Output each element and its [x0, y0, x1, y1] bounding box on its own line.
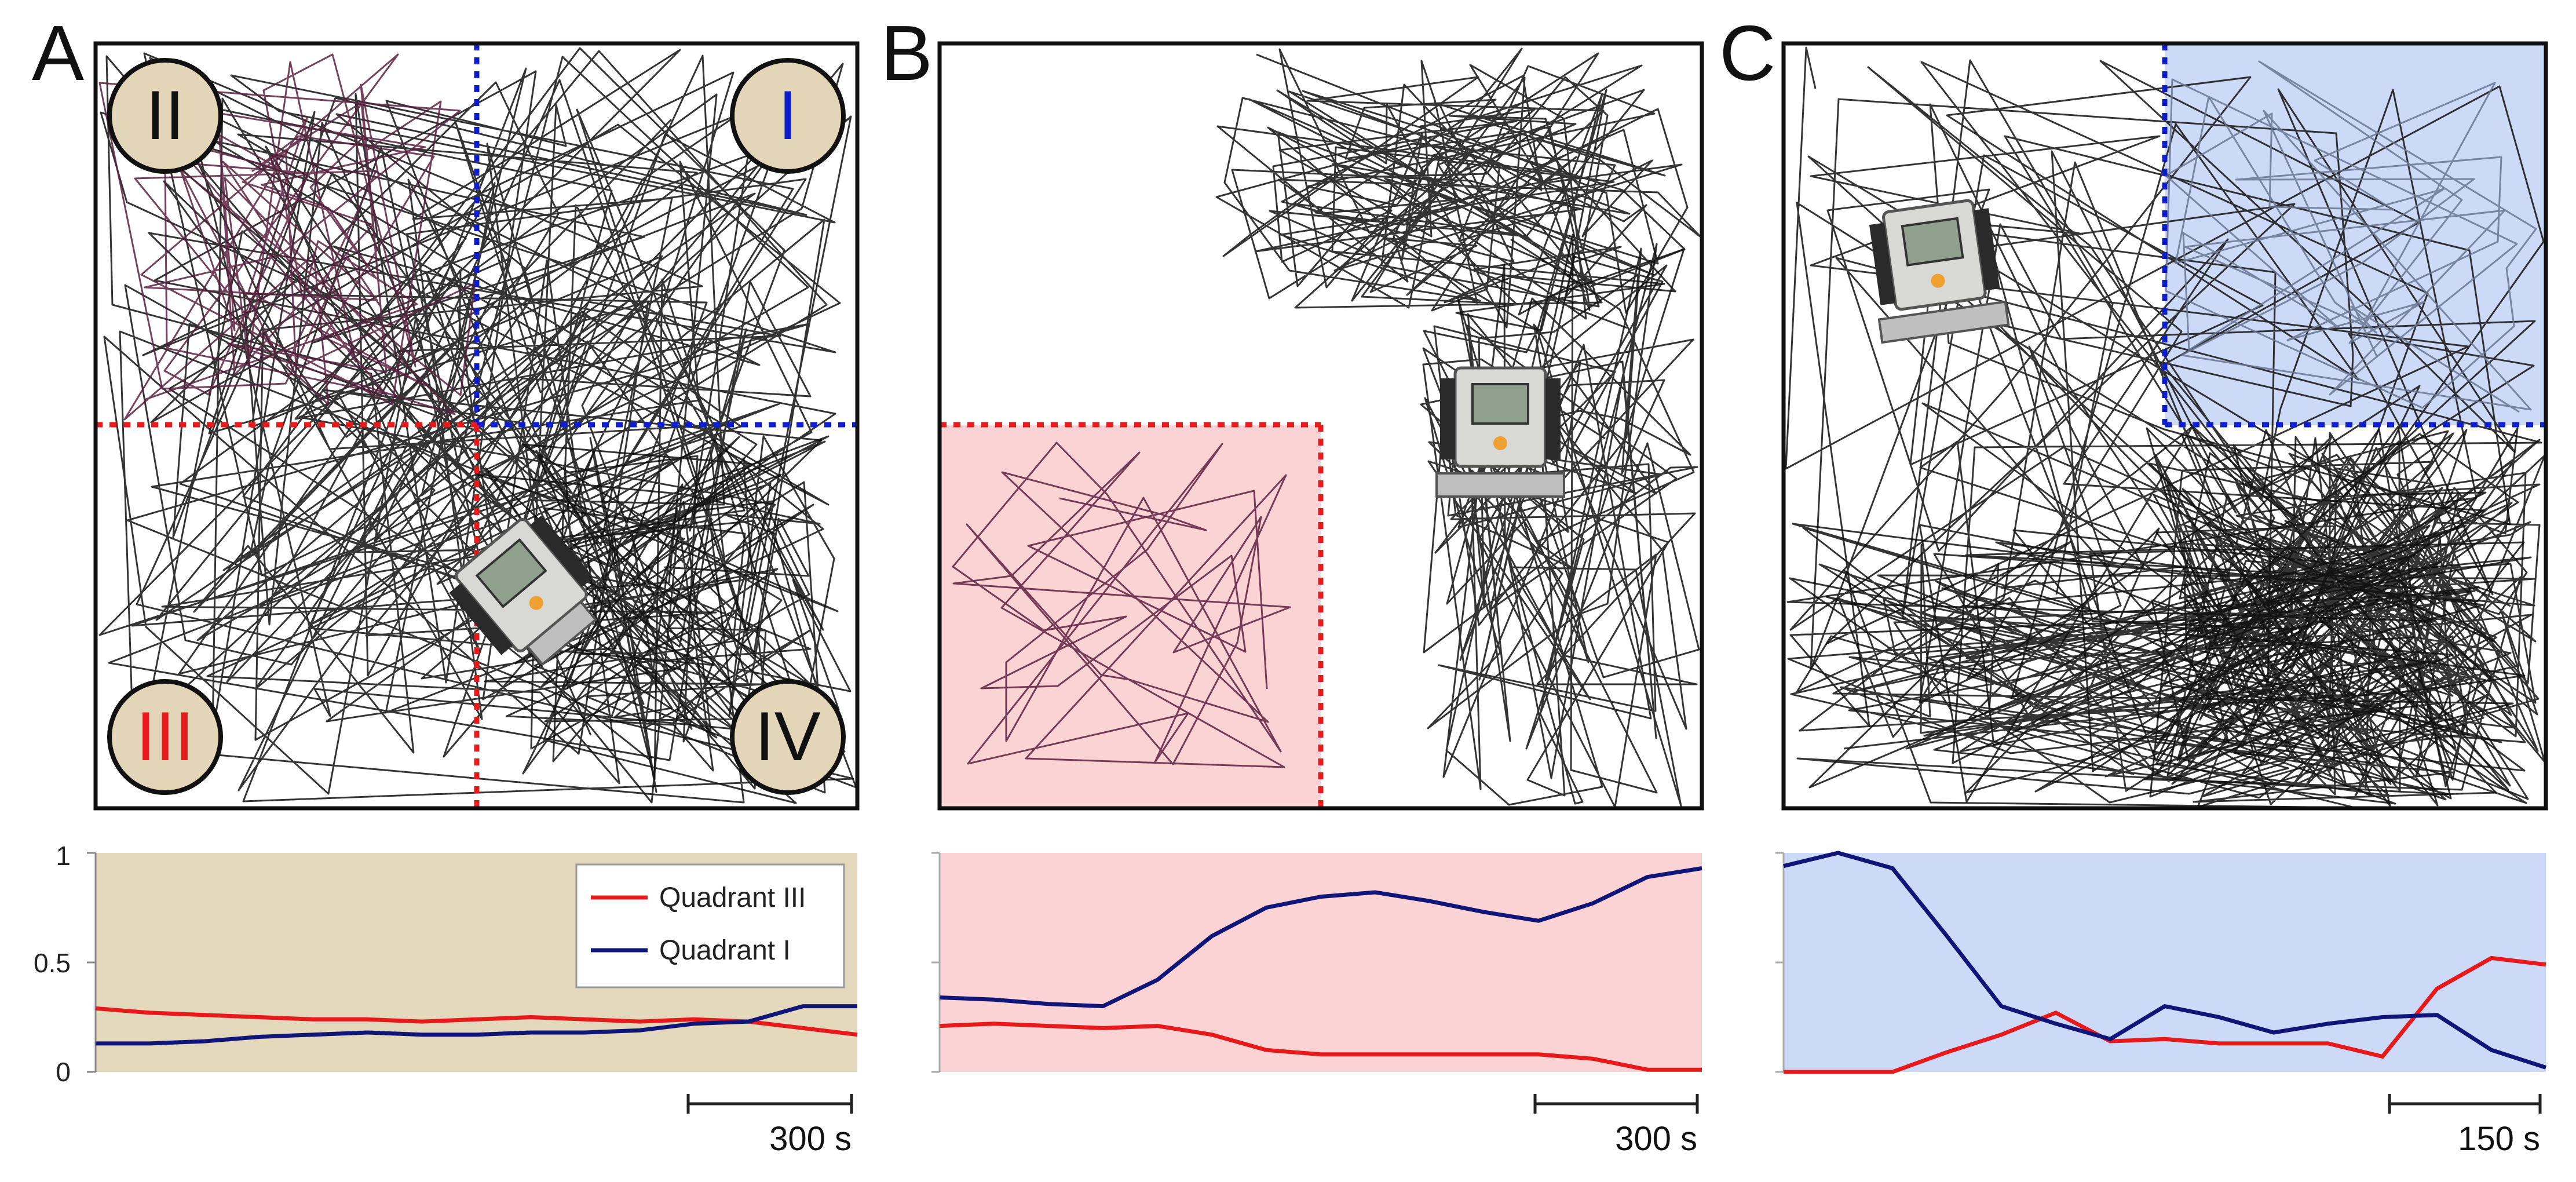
- y-tick-label-0-5: 0.5: [34, 948, 71, 978]
- series-line-a-quadrant-i: [96, 1004, 857, 1046]
- legend-entry-quadrant-iii: Quadrant III: [659, 882, 806, 913]
- robot-icon: [449, 515, 598, 666]
- series-line-b-quadrant-iii: [939, 1022, 1702, 1072]
- chart-b: 300 s: [931, 852, 1702, 1158]
- y-tick-label-1: 1: [56, 841, 71, 871]
- y-tick-label-0: 0: [56, 1057, 71, 1087]
- scale-bar-c-label: 150 s: [2458, 1120, 2540, 1158]
- legend-entry-quadrant-i: Quadrant I: [659, 935, 791, 966]
- trajectory-a: [98, 47, 857, 804]
- series-line-c-quadrant-i: [1783, 851, 2547, 1070]
- quadrant-badge-ii-text: II: [146, 76, 185, 154]
- panel-label-c: C: [1719, 9, 1776, 97]
- chart-a: 1 0.5 0 Quadrant III Quadrant I 300 s: [34, 841, 858, 1158]
- panel-label-a: A: [32, 9, 84, 97]
- chart-c: 150 s: [1775, 851, 2547, 1158]
- series-line-c-quadrant-iii: [1784, 955, 2546, 1074]
- robot-icon: [1869, 199, 2010, 344]
- trajectory-c: [1785, 46, 2546, 808]
- arena-a: II I III IV: [93, 41, 860, 811]
- scale-bar-a-label: 300 s: [769, 1120, 852, 1158]
- quadrant-badge-iii: III: [107, 679, 223, 795]
- trajectory-b: [952, 48, 1702, 808]
- scale-bar-c: 150 s: [2388, 1094, 2542, 1158]
- scale-bar-a: 300 s: [686, 1094, 853, 1158]
- target-zone-b: [940, 425, 1321, 808]
- quadrant-badge-iv: IV: [730, 679, 846, 795]
- quadrant-badge-i: I: [730, 58, 846, 174]
- chart-b-background: [940, 853, 1702, 1072]
- quadrant-badge-ii: II: [107, 58, 223, 174]
- scale-bar-b-label: 300 s: [1615, 1120, 1697, 1158]
- scale-bar-b: 300 s: [1533, 1094, 1699, 1158]
- quadrant-badge-i-text: I: [778, 76, 797, 154]
- legend: Quadrant III Quadrant I: [575, 863, 845, 988]
- quadrant-badge-iv-text: IV: [755, 698, 820, 775]
- panel-label-b: B: [880, 9, 933, 97]
- quadrant-badge-iii-text: III: [136, 698, 194, 775]
- arena-c: [1781, 41, 2548, 811]
- arena-b: [937, 41, 1704, 811]
- robot-icon: [1435, 366, 1565, 498]
- series-line-b-quadrant-i: [939, 866, 1702, 1009]
